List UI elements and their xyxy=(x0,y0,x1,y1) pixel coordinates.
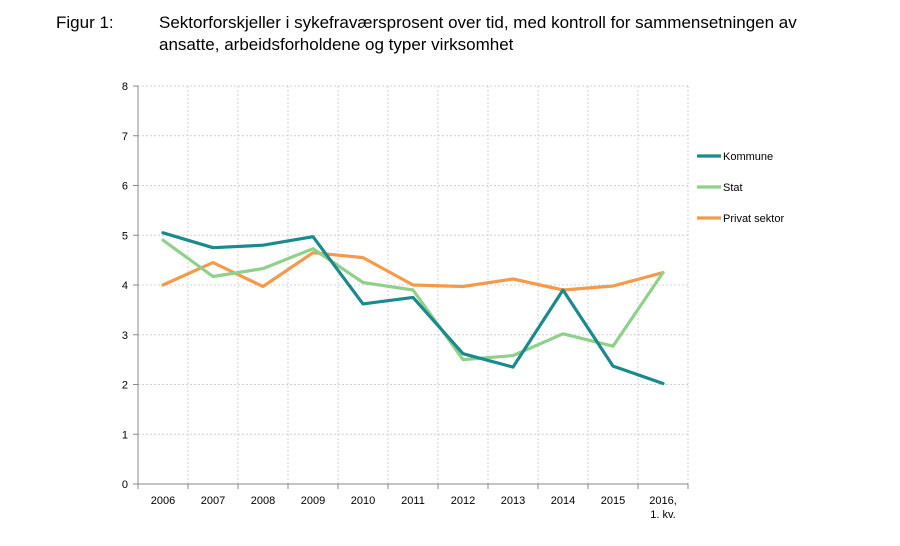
series-line-stat xyxy=(161,238,665,362)
y-tick-label: 2 xyxy=(122,380,128,392)
series-lines xyxy=(161,231,665,386)
y-tick-label: 7 xyxy=(122,131,128,143)
x-tick-label: 2015 xyxy=(601,495,625,507)
figure-title: Sektorforskjeller i sykefraværsprosent o… xyxy=(159,13,797,54)
legend: Kommune Stat Privat sektor xyxy=(697,151,784,225)
x-tick-label: 2014 xyxy=(551,495,575,507)
axes xyxy=(133,85,689,489)
x-tick-label: 2010 xyxy=(351,495,375,507)
series-line-kommune xyxy=(161,231,665,386)
x-tick-label: 2007 xyxy=(201,495,225,507)
x-tick-label: 2006 xyxy=(151,495,175,507)
x-tick-label: 2012 xyxy=(451,495,475,507)
y-tick-labels: 0 1 2 3 4 5 6 7 8 xyxy=(122,81,128,491)
y-tick-label: 0 xyxy=(122,479,128,491)
y-tick-label: 4 xyxy=(122,280,128,292)
x-tick-label: 2008 xyxy=(251,495,275,507)
legend-label-privat-sektor: Privat sektor xyxy=(723,213,784,225)
figure-label: Figur 1: xyxy=(56,13,114,32)
y-tick-label: 5 xyxy=(122,230,128,242)
y-tick-label: 3 xyxy=(122,330,128,342)
x-tick-labels: 2006 2007 2008 2009 2010 2011 2012 2013 2014 2015… xyxy=(151,495,677,521)
y-tick-label: 8 xyxy=(122,81,128,93)
legend-label-stat: Stat xyxy=(723,182,743,194)
y-tick-label: 6 xyxy=(122,181,128,193)
x-tick-label: 2013 xyxy=(501,495,525,507)
legend-label-kommune: Kommune xyxy=(723,151,773,163)
y-tick-label: 1 xyxy=(122,429,128,441)
x-tick-label: 2009 xyxy=(301,495,325,507)
x-tick-label: 2016, 1. kv. xyxy=(649,495,677,521)
series-line-privat-sektor xyxy=(161,251,665,292)
x-tick-label: 2011 xyxy=(401,495,425,507)
